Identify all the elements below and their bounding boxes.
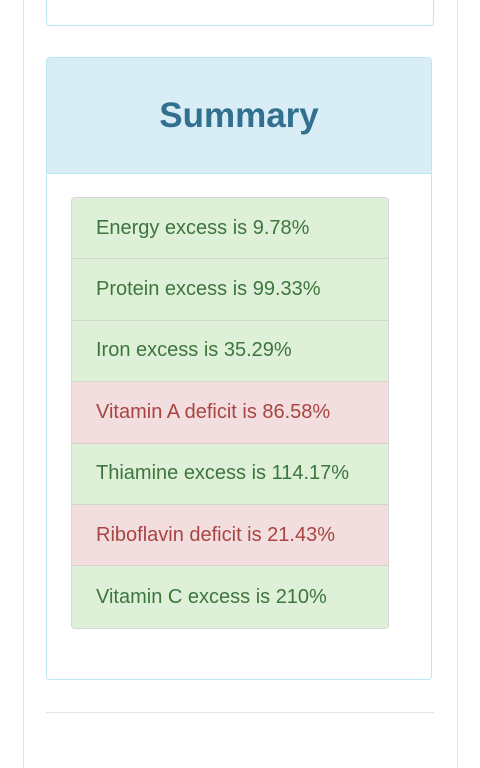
summary-panel-heading: Summary bbox=[47, 58, 431, 174]
summary-item-protein: Protein excess is 99.33% bbox=[72, 259, 388, 321]
summary-panel: Summary Energy excess is 9.78% Protein e… bbox=[46, 57, 432, 680]
section-divider bbox=[46, 712, 434, 713]
summary-item-thiamine: Thiamine excess is 114.17% bbox=[72, 443, 388, 505]
summary-list: Energy excess is 9.78% Protein excess is… bbox=[71, 197, 389, 629]
previous-panel bbox=[46, 0, 434, 26]
summary-item-riboflavin: Riboflavin deficit is 21.43% bbox=[72, 504, 388, 567]
summary-item-vitamin-c: Vitamin C excess is 210% bbox=[72, 566, 388, 628]
summary-item-vitamin-a: Vitamin A deficit is 86.58% bbox=[72, 382, 388, 444]
summary-item-energy: Energy excess is 9.78% bbox=[72, 198, 388, 260]
summary-item-iron: Iron excess is 35.29% bbox=[72, 320, 388, 383]
summary-title: Summary bbox=[159, 95, 319, 135]
